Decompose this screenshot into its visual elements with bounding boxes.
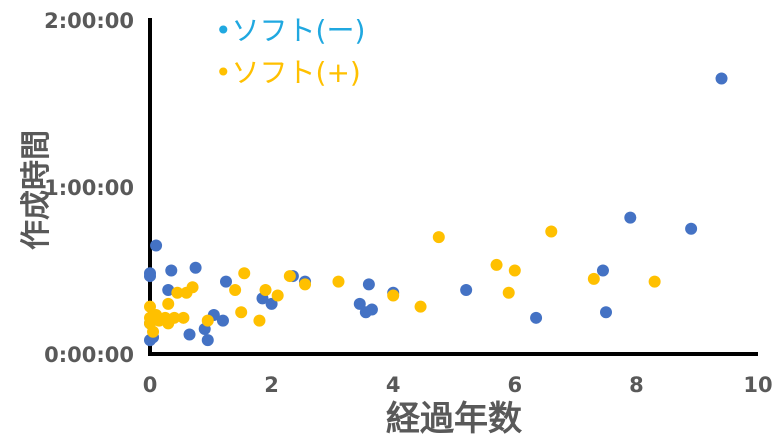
legend: •ソフト(ー) •ソフト(+) — [215, 14, 365, 89]
data-point-soft-minus — [165, 264, 178, 277]
data-point-soft-plus — [271, 289, 284, 302]
x-tick-label: 10 — [743, 373, 772, 397]
legend-entry-soft-minus: •ソフト(ー) — [215, 14, 365, 47]
data-point-soft-minus — [183, 328, 196, 341]
data-point-soft-minus — [624, 211, 637, 224]
data-point-soft-plus — [162, 297, 175, 310]
data-point-soft-plus — [299, 278, 312, 291]
data-point-soft-plus — [171, 286, 184, 299]
data-point-soft-minus — [530, 311, 543, 324]
x-axis-title: 経過年数 — [386, 399, 522, 436]
data-point-soft-plus — [235, 306, 248, 319]
x-tick-label: 4 — [386, 373, 401, 397]
data-point-soft-plus — [259, 283, 272, 296]
data-point-soft-plus — [490, 258, 503, 271]
data-point-soft-minus — [353, 297, 366, 310]
data-point-soft-plus — [432, 231, 445, 244]
data-point-soft-minus — [600, 306, 612, 319]
data-point-soft-plus — [177, 311, 190, 324]
data-point-soft-minus — [265, 297, 278, 310]
data-point-soft-plus — [283, 270, 296, 283]
axes — [148, 18, 758, 356]
data-point-soft-plus — [186, 281, 199, 294]
data-point-soft-plus — [508, 264, 521, 277]
x-tick-label: 0 — [143, 373, 158, 397]
data-point-soft-plus — [229, 283, 242, 296]
data-point-soft-plus — [238, 267, 251, 280]
data-point-soft-minus — [460, 283, 473, 296]
data-point-soft-minus — [362, 278, 375, 291]
data-point-soft-plus — [201, 314, 214, 327]
data-point-soft-plus — [502, 286, 515, 299]
y-tick-label: 0:00:00 — [44, 343, 134, 367]
data-point-soft-plus — [545, 225, 558, 238]
x-tick-label: 6 — [507, 373, 522, 397]
data-point-soft-plus — [253, 314, 266, 327]
data-point-soft-plus — [144, 317, 156, 330]
data-points — [144, 72, 728, 347]
data-point-soft-minus — [715, 72, 728, 85]
data-point-soft-plus — [414, 300, 427, 313]
x-tick-label: 8 — [629, 373, 644, 397]
data-point-soft-minus — [596, 264, 609, 277]
data-point-soft-plus — [387, 289, 400, 302]
data-point-soft-minus — [220, 275, 232, 288]
data-point-soft-plus — [587, 272, 600, 285]
x-tick-label: 2 — [264, 373, 279, 397]
data-point-soft-minus — [216, 314, 229, 327]
y-tick-label: 1:00:00 — [44, 176, 134, 200]
legend-entry-soft-plus: •ソフト(+) — [215, 56, 361, 89]
y-tick-label: 2:00:00 — [44, 9, 134, 33]
y-tick-labels: 0:00:00 1:00:00 2:00:00 — [44, 9, 134, 367]
data-point-soft-plus — [144, 300, 156, 313]
x-tick-labels: 0 2 4 6 8 10 — [143, 373, 772, 397]
data-point-soft-plus — [332, 275, 345, 288]
data-point-soft-minus — [150, 239, 163, 252]
data-point-soft-minus — [189, 261, 202, 274]
data-point-soft-plus — [168, 311, 181, 324]
data-point-soft-minus — [201, 334, 214, 347]
data-point-soft-minus — [685, 222, 698, 235]
data-point-soft-minus — [162, 283, 175, 296]
data-point-soft-minus — [144, 270, 156, 283]
data-point-soft-plus — [648, 275, 661, 288]
data-point-soft-minus — [365, 303, 378, 316]
y-axis-title: 作成時間 — [19, 130, 54, 250]
